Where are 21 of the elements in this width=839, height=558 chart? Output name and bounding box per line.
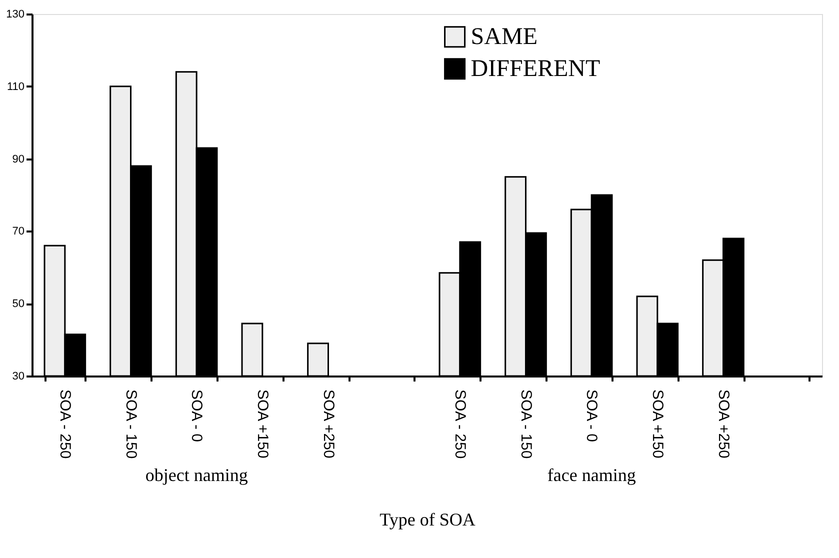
x-tick-label: SOA +250 bbox=[320, 390, 337, 458]
x-tick-label: SOA - 150 bbox=[517, 390, 534, 459]
legend-label: DIFFERENT bbox=[470, 56, 600, 82]
legend-label: SAME bbox=[470, 24, 538, 50]
y-tick-label: 30 bbox=[12, 370, 24, 382]
y-tick-label: 110 bbox=[6, 80, 24, 93]
text: face naming bbox=[547, 465, 636, 485]
x-tick-label: SOA - 150 bbox=[122, 390, 140, 459]
x-tick-label: SOA +150 bbox=[648, 390, 666, 458]
x-tick-label: SOA +150 bbox=[254, 390, 271, 458]
x-tick-label: SOA - 0 bbox=[583, 390, 600, 442]
x-tick-label: SOA - 250 bbox=[56, 390, 74, 459]
x-axis-title: Type of SOA bbox=[380, 510, 476, 530]
x-tick-label: SOA - 0 bbox=[188, 390, 206, 442]
x-tick-label: SOA +250 bbox=[714, 390, 732, 458]
x-tick-label: SOA - 250 bbox=[451, 390, 468, 459]
text: object naming bbox=[145, 465, 248, 485]
y-tick-label: 70 bbox=[12, 226, 24, 238]
y-tick-label: 130 bbox=[6, 8, 24, 20]
y-tick-label: 50 bbox=[12, 298, 24, 310]
y-tick-label: 90 bbox=[12, 153, 24, 166]
